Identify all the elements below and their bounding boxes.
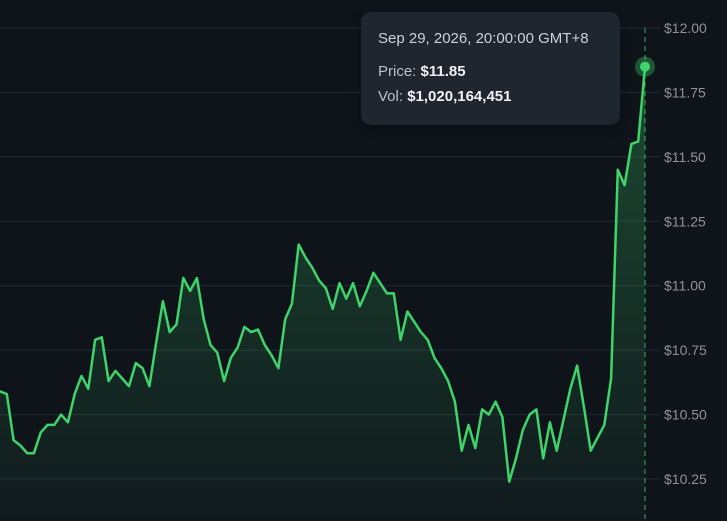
series-line [0,65,647,483]
y-tick-label: $10.25 [664,471,707,487]
area-fill [0,66,645,521]
y-tick-label: $11.00 [664,278,706,294]
price-line [0,65,647,483]
y-tick-label: $10.50 [664,407,707,423]
y-tick-label: $11.25 [664,213,706,229]
y-tick-label: $10.75 [664,342,707,358]
tooltip-price-label: Price: [378,63,417,80]
y-tick-label: $11.50 [664,149,706,165]
y-axis: $12.00 $11.75 $11.50 $11.25 $11.00 $10.75 $10.… [664,20,707,487]
price-tooltip: Sep 29, 2026, 20:00:00 GMT+8 Price: $11.… [361,12,620,125]
hover-cursor [635,28,655,521]
tooltip-price-row: Price: $11.85 [378,63,620,80]
y-tick-label: $12.00 [664,20,707,36]
area-path [0,66,645,521]
y-tick-label: $11.75 [664,84,706,100]
tooltip-vol-label: Vol: [378,88,404,105]
tooltip-date: Sep 29, 2026, 20:00:00 GMT+8 [378,30,589,47]
tooltip-vol-row: Vol: $1,020,164,451 [378,88,620,105]
tooltip-vol-value: $1,020,164,451 [407,88,512,105]
cursor-point [640,61,650,72]
tooltip-price-value: $11.85 [420,63,466,80]
